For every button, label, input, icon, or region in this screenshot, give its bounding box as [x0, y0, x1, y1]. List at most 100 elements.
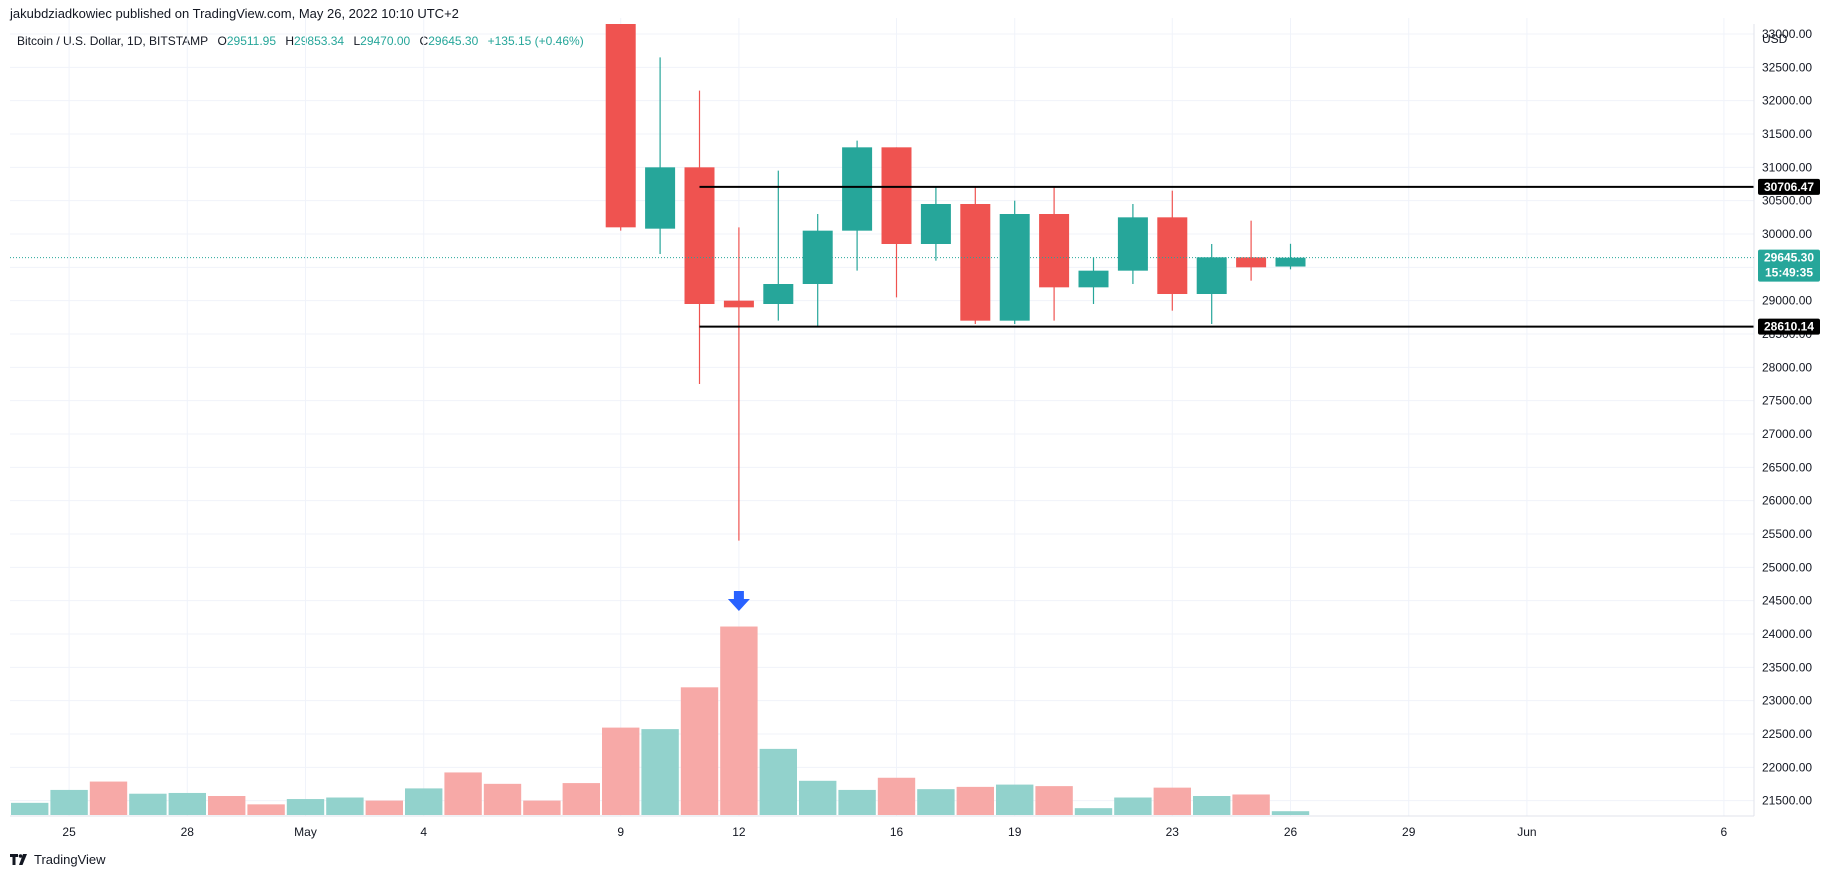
time-tick-label: 6	[1721, 825, 1728, 839]
price-tick-label: 22000.00	[1762, 760, 1812, 774]
volume-bar	[11, 802, 49, 815]
time-tick-label: 26	[1284, 825, 1298, 839]
price-tick-label: 32000.00	[1762, 94, 1812, 108]
candle-body	[723, 300, 754, 308]
volume-bar	[208, 796, 246, 815]
price-tick-label: 31000.00	[1762, 160, 1812, 174]
price-tick-label: 32500.00	[1762, 60, 1812, 74]
volume-bar	[562, 783, 600, 815]
change-value: +135.15 (+0.46%)	[487, 34, 584, 48]
volume-bar	[405, 788, 443, 815]
low-label: L	[353, 34, 361, 48]
time-tick-label: 16	[890, 825, 904, 839]
symbol-legend: Bitcoin / U.S. Dollar, 1D, BITSTAMP O295…	[17, 34, 584, 48]
price-tick-label: 28000.00	[1762, 360, 1812, 374]
last-price-tag	[1758, 249, 1820, 282]
volume-bar	[168, 792, 206, 815]
level-price-tag	[1758, 178, 1820, 195]
volume-bar	[680, 687, 719, 815]
volume-bar	[956, 786, 994, 815]
published-by-text: jakubdziadkowiec published on TradingVie…	[10, 6, 459, 21]
time-tick-label: 23	[1166, 825, 1180, 839]
price-tick-label: 25500.00	[1762, 527, 1812, 541]
price-tick-label: 27000.00	[1762, 427, 1812, 441]
candle-body	[1157, 217, 1188, 294]
level-price-tag-label: 30706.47	[1764, 180, 1814, 194]
last-price-tag-label: 29645.30	[1764, 251, 1814, 265]
open-label: O	[217, 34, 227, 48]
candle-body	[920, 204, 951, 244]
candle-body	[1196, 257, 1227, 294]
last-price-countdown: 15:49:35	[1765, 266, 1813, 280]
high-value: 29853.34	[294, 34, 345, 48]
candle-body	[1236, 257, 1267, 268]
volume-bar	[523, 800, 561, 815]
time-tick-label: Jun	[1517, 825, 1536, 839]
price-axis-currency: USD	[1762, 32, 1788, 46]
open-value: 29511.95	[226, 34, 277, 48]
volume-bar	[365, 800, 403, 815]
tradingview-logo-icon	[10, 853, 27, 865]
price-tick-label: 23000.00	[1762, 694, 1812, 708]
price-tick-label: 31500.00	[1762, 127, 1812, 141]
time-tick-label: 29	[1402, 825, 1416, 839]
volume-bar	[799, 780, 837, 815]
level-price-tag	[1758, 318, 1820, 335]
candle-body	[881, 147, 912, 244]
candle-body	[999, 214, 1030, 321]
price-tick-label: 21500.00	[1762, 794, 1812, 808]
price-tick-label: 24000.00	[1762, 627, 1812, 641]
down-arrow-icon	[727, 591, 750, 611]
time-tick-label: May	[294, 825, 317, 839]
candle-body	[1039, 214, 1070, 288]
volume-bar	[1193, 796, 1231, 815]
candle-body	[645, 167, 676, 229]
volume-bar	[1232, 794, 1270, 815]
plot-layer	[11, 24, 1310, 815]
time-tick-label: 19	[1008, 825, 1022, 839]
high-label: H	[285, 34, 295, 48]
price-tick-label: 25000.00	[1762, 560, 1812, 574]
volume-bar	[444, 772, 482, 815]
footer-brand-label: TradingView	[34, 852, 106, 867]
candle-body	[1275, 257, 1306, 267]
volume-bar	[759, 748, 797, 815]
volume-bar	[286, 799, 325, 815]
price-tick-label: 29000.00	[1762, 294, 1812, 308]
volume-bar	[1153, 787, 1191, 815]
symbol-title[interactable]: Bitcoin / U.S. Dollar, 1D, BITSTAMP	[17, 34, 209, 48]
low-value: 29470.00	[360, 34, 411, 48]
close-value: 29645.30	[428, 34, 479, 48]
volume-bar	[247, 804, 285, 815]
price-tick-label: 23500.00	[1762, 660, 1812, 674]
volume-bar	[720, 626, 758, 815]
price-tick-label: 33000.00	[1762, 27, 1812, 41]
price-tick-label: 30000.00	[1762, 227, 1812, 241]
volume-bar	[917, 789, 955, 815]
volume-bar	[877, 777, 916, 815]
price-tick-label: 24500.00	[1762, 594, 1812, 608]
volume-bar	[129, 793, 167, 815]
volume-bar	[1074, 808, 1113, 815]
time-tick-label: 12	[732, 825, 746, 839]
candle-body	[605, 24, 636, 228]
time-tick-label: 4	[420, 825, 427, 839]
volume-bar	[838, 789, 876, 815]
candle-body	[684, 167, 715, 304]
time-tick-label: 9	[617, 825, 624, 839]
volume-bar	[50, 789, 88, 815]
candle-body	[842, 147, 873, 231]
candle-body	[960, 204, 991, 321]
volume-bar	[1114, 797, 1152, 815]
price-tick-label: 30500.00	[1762, 194, 1812, 208]
footer-brand[interactable]: TradingView	[10, 852, 106, 867]
time-tick-label: 25	[62, 825, 76, 839]
price-tick-label: 26000.00	[1762, 494, 1812, 508]
volume-bar	[326, 797, 364, 815]
volume-bar	[641, 729, 679, 815]
volume-bar	[1035, 786, 1073, 815]
candle-body	[1078, 270, 1109, 288]
candle-body	[763, 284, 794, 304]
volume-bar	[89, 781, 128, 815]
